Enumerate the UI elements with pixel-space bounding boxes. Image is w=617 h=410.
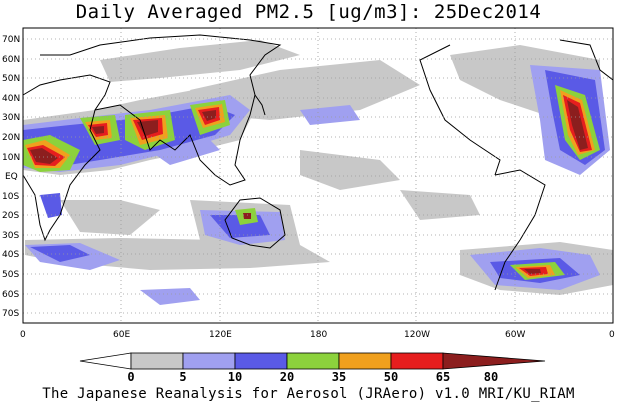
coastlines <box>22 34 614 291</box>
colorbar-tick: 35 <box>332 370 346 384</box>
lat-label: 70S <box>2 309 19 319</box>
colorbar <box>79 352 546 370</box>
lat-label: 10S <box>2 192 19 202</box>
colorbar-cell-3 <box>234 352 288 370</box>
lat-label: 30S <box>2 231 19 241</box>
colorbar-tick: 5 <box>179 370 186 384</box>
lat-label: 30N <box>2 113 20 123</box>
pm25-field-above-80 <box>30 100 588 274</box>
colorbar-cell-0 <box>79 352 132 370</box>
colorbar-tick: 65 <box>436 370 450 384</box>
lat-label: 20N <box>2 133 20 143</box>
lon-label: 120E <box>209 330 232 340</box>
longitude-labels: 0 60E 120E 180 120W 60W 0 <box>20 330 615 340</box>
lat-label: 10N <box>2 153 20 163</box>
lat-label: 50N <box>2 74 20 84</box>
map-title: Daily Averaged PM2.5 [ug/m3]: 25Dec2014 <box>75 1 542 23</box>
lat-label: 50S <box>2 270 19 280</box>
lat-label: 70N <box>2 35 20 45</box>
lat-label: 60S <box>2 290 19 300</box>
lat-label: EQ <box>5 172 18 182</box>
colorbar-tick: 80 <box>484 370 498 384</box>
colorbar-cell-1 <box>130 352 184 370</box>
colorbar-cell-4 <box>286 352 340 370</box>
lon-label: 0 <box>20 330 26 340</box>
colorbar-cell-7 <box>442 352 546 370</box>
colorbar-tick: 10 <box>228 370 242 384</box>
latitude-labels: 70N 60N 50N 40N 30N 20N 10N EQ 10S 20S 3… <box>2 35 20 319</box>
lon-label: 60W <box>505 330 525 340</box>
map-border <box>22 27 614 324</box>
colorbar-tick: 50 <box>384 370 398 384</box>
lon-label: 60E <box>113 330 130 340</box>
footer-credit: The Japanese Reanalysis for Aerosol (JRA… <box>42 386 575 402</box>
lon-label: 120W <box>404 330 430 340</box>
lat-label: 60N <box>2 55 20 65</box>
lat-label: 40N <box>2 94 20 104</box>
colorbar-cell-2 <box>182 352 236 370</box>
colorbar-tick: 20 <box>280 370 294 384</box>
colorbar-tick: 0 <box>127 370 134 384</box>
lon-label: 0 <box>609 330 615 340</box>
colorbar-cell-5 <box>338 352 392 370</box>
lat-label: 20S <box>2 211 19 221</box>
lon-label: 180 <box>310 330 327 340</box>
lat-label: 40S <box>2 250 19 260</box>
colorbar-labels: 0 5 10 20 35 50 65 80 <box>127 370 498 384</box>
colorbar-cell-6 <box>390 352 444 370</box>
